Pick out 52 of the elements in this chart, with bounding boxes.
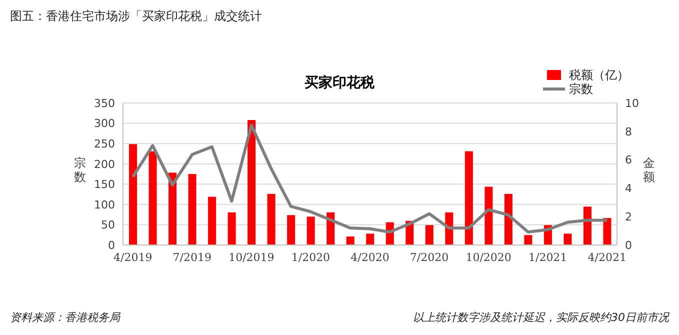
y-tick-label: 300	[94, 117, 115, 130]
bar	[484, 186, 493, 245]
y-tick-label: 0	[108, 238, 115, 252]
bar	[228, 212, 236, 245]
bar	[464, 151, 473, 245]
x-tick-label: 1/2021	[528, 250, 568, 264]
y2-tick-label: 6	[625, 154, 632, 167]
x-tick-label: 4/2019	[114, 250, 152, 264]
chart-subtitle: 买家印花税	[304, 75, 374, 91]
y-axis-title: 宗数	[74, 156, 86, 184]
x-tick-label: 10/2019	[228, 250, 274, 264]
y-tick-label: 50	[101, 218, 115, 232]
bar	[148, 151, 157, 245]
bar	[208, 196, 216, 245]
y2-tick-label: 0	[625, 238, 632, 252]
x-tick-label: 7/2020	[410, 250, 449, 264]
bar	[583, 206, 592, 245]
bar	[248, 120, 256, 245]
y2-tick-label: 8	[625, 125, 632, 138]
x-tick-label: 10/2020	[466, 250, 512, 264]
y2-tick-label: 2	[625, 210, 632, 224]
bar	[168, 172, 177, 245]
bar	[306, 216, 315, 245]
bar	[603, 218, 612, 245]
x-tick-label: 4/2021	[588, 250, 626, 264]
bar	[346, 236, 354, 245]
line-series	[131, 124, 609, 234]
bar	[564, 234, 572, 245]
bar	[425, 225, 434, 245]
text: 以上统计数字涉及统计延迟，实际反映约30日前市况	[413, 310, 669, 325]
y-tick-label: 100	[94, 198, 115, 212]
y-tick-label: 350	[94, 96, 115, 110]
bar	[366, 234, 374, 245]
y2-tick-label: 10	[625, 96, 639, 110]
x-tick-label: 4/2020	[350, 250, 390, 264]
legend-label: 税额（亿）	[569, 68, 629, 82]
bar	[504, 194, 512, 245]
y2-axis-title: 金额	[643, 156, 655, 184]
chart-title: 图五：香港住宅市场涉「买家印花税」成交统计	[10, 8, 262, 25]
x-tick-label: 1/2020	[291, 250, 330, 264]
bar	[129, 144, 137, 245]
x-tick-label: 7/2019	[172, 250, 212, 264]
bar	[188, 174, 196, 245]
bar	[524, 235, 532, 245]
y-tick-label: 250	[94, 137, 115, 150]
bar	[267, 194, 276, 245]
y2-tick-label: 4	[625, 182, 632, 196]
bar	[287, 215, 296, 245]
legend-label: 宗数	[569, 82, 593, 96]
text: 资料来源：香港税务局	[10, 310, 120, 325]
y-tick-label: 200	[94, 158, 115, 171]
y-tick-label: 150	[94, 178, 115, 192]
